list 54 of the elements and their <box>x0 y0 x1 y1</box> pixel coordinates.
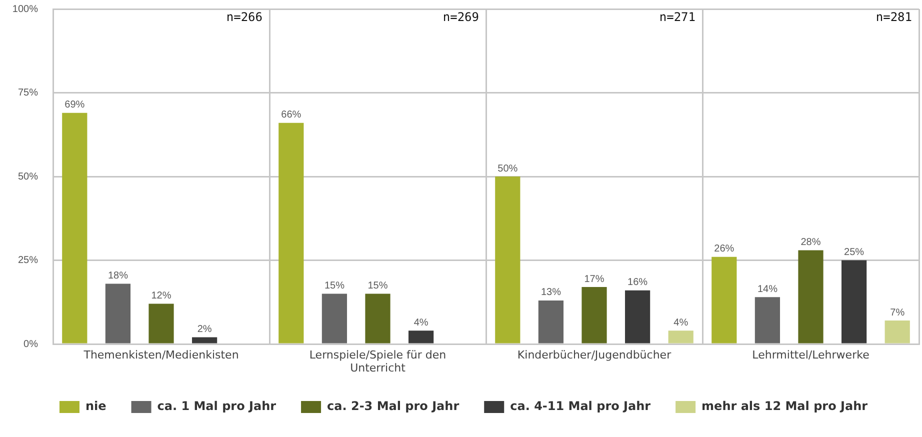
x-tick-label: Themenkisten/Medienkisten <box>82 348 239 362</box>
data-label: 2% <box>197 324 212 336</box>
legend-label: ca. 1 Mal pro Jahr <box>157 399 276 414</box>
data-label: 26% <box>714 244 734 255</box>
bar <box>365 294 390 344</box>
data-label: 4% <box>674 317 688 328</box>
y-tick-label: 75% <box>18 88 38 98</box>
x-tick-label: Lehrmittel/Lehrwerke <box>752 348 870 362</box>
annotation: n=266 <box>226 10 262 24</box>
bar <box>624 290 650 344</box>
data-label: 66% <box>281 110 302 121</box>
data-label: 4% <box>414 317 428 328</box>
bar <box>754 297 780 344</box>
y-tick-label: 25% <box>18 255 38 266</box>
data-label: 50% <box>498 163 518 174</box>
x-tick-label: Kinderbücher/Jugendbücher <box>517 348 672 362</box>
legend-label: nie <box>85 399 106 414</box>
bar <box>105 284 131 344</box>
bar <box>712 256 737 344</box>
legend-label: ca. 4-11 Mal pro Jahr <box>510 399 651 414</box>
data-label: 17% <box>584 274 604 285</box>
annotation: n=269 <box>442 10 479 24</box>
x-tick-label: Lernspiele/Spiele für den Unterricht <box>309 348 446 375</box>
bar <box>495 176 520 344</box>
bar <box>538 300 564 344</box>
data-label: 13% <box>540 287 562 298</box>
data-label: 16% <box>628 277 648 288</box>
data-label: 15% <box>368 280 388 292</box>
y-tick-label: 100% <box>12 4 38 15</box>
data-label: 28% <box>800 236 821 248</box>
annotation: n=271 <box>659 10 696 24</box>
bar <box>192 337 218 344</box>
legend-label: mehr als 12 Mal pro Jahr <box>702 399 868 414</box>
bar <box>148 304 174 344</box>
bar <box>278 122 304 344</box>
bar <box>668 330 694 344</box>
bar <box>841 260 867 344</box>
data-label: 25% <box>844 247 864 258</box>
bar <box>582 287 607 344</box>
data-label: 69% <box>64 100 85 111</box>
bar <box>322 294 348 344</box>
bar <box>884 320 910 344</box>
y-tick-label: 0% <box>24 338 38 350</box>
data-label: 7% <box>890 307 905 318</box>
bar <box>798 250 824 344</box>
data-label: 15% <box>324 280 345 292</box>
bar <box>408 330 434 344</box>
data-label: 12% <box>151 290 172 302</box>
data-label: 14% <box>757 284 778 295</box>
y-tick-label: 50% <box>18 171 38 182</box>
legend-label: ca. 2-3 Mal pro Jahr <box>327 399 460 414</box>
annotation: n=281 <box>876 10 912 24</box>
data-label: 18% <box>108 270 128 282</box>
bar <box>62 112 88 344</box>
